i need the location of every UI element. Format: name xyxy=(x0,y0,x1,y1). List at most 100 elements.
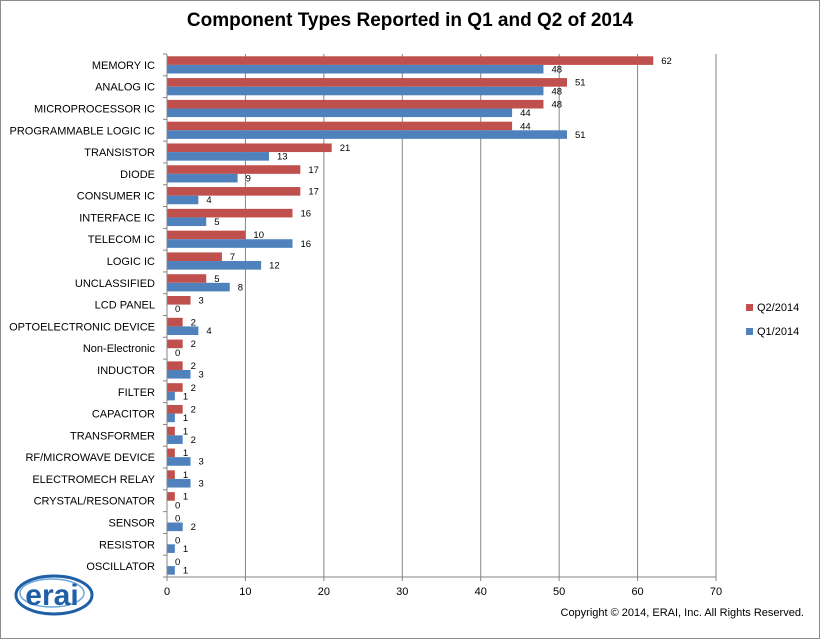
data-label: 51 xyxy=(575,78,586,89)
category-label: INDUCTOR xyxy=(97,365,155,377)
bar-q1 xyxy=(167,457,191,466)
data-label: 2 xyxy=(191,435,196,446)
data-label: 3 xyxy=(199,457,204,468)
bar-q1 xyxy=(167,435,183,444)
bar-q2 xyxy=(167,274,207,283)
category-label: CAPACITOR xyxy=(92,409,155,421)
data-label: 51 xyxy=(575,130,586,141)
data-label: 48 xyxy=(551,64,562,75)
data-label: 48 xyxy=(551,99,562,110)
data-label: 0 xyxy=(175,535,180,546)
data-label: 48 xyxy=(551,86,562,97)
category-label: OPTOELECTRONIC DEVICE xyxy=(9,321,155,333)
data-label: 2 xyxy=(191,339,196,350)
bar-q2 xyxy=(167,339,183,349)
x-tick-label: 60 xyxy=(631,586,643,598)
data-label: 8 xyxy=(238,282,243,293)
x-tick-label: 40 xyxy=(475,586,487,598)
bar-q1 xyxy=(167,522,183,532)
axes: 0 10 20 30 40 50 60 70 xyxy=(163,53,722,598)
data-label: 2 xyxy=(191,361,196,372)
bar-q1 xyxy=(167,326,199,335)
category-label: TRANSFORMER xyxy=(70,430,155,442)
data-label: 2 xyxy=(191,522,196,533)
data-label: 17 xyxy=(308,165,319,176)
bar-q2 xyxy=(167,426,175,436)
bar-q1 xyxy=(167,369,191,379)
bars xyxy=(167,56,654,575)
bar-q1 xyxy=(167,108,513,118)
bar-q2 xyxy=(167,252,222,262)
copyright-text: Copyright © 2014, ERAI, Inc. All Rights … xyxy=(560,607,805,619)
x-tick-label: 70 xyxy=(710,586,722,598)
category-label: Non-Electronic xyxy=(83,343,156,355)
bar-q1 xyxy=(167,152,269,161)
data-label: 3 xyxy=(199,370,204,381)
data-label: 9 xyxy=(246,173,251,184)
category-label: ELECTROMECH RELAY xyxy=(32,474,155,486)
x-tick-label: 30 xyxy=(396,586,408,598)
data-label: 1 xyxy=(183,566,188,577)
data-label: 2 xyxy=(191,405,196,416)
category-label: PROGRAMMABLE LOGIC IC xyxy=(10,125,156,137)
legend-swatch xyxy=(746,304,753,311)
data-label: 10 xyxy=(253,230,264,241)
bar-q2 xyxy=(167,296,191,305)
category-label: MEMORY IC xyxy=(92,60,155,72)
bar-q1 xyxy=(167,239,293,248)
x-tick-label: 20 xyxy=(318,586,330,598)
x-tick-label: 10 xyxy=(239,586,251,598)
bar-q2 xyxy=(167,121,513,131)
bar-q1 xyxy=(167,195,199,205)
category-label: OSCILLATOR xyxy=(86,561,155,573)
bar-q1 xyxy=(167,261,262,270)
x-tick-label: 50 xyxy=(553,586,565,598)
legend-label: Q2/2014 xyxy=(757,302,799,314)
data-label: 44 xyxy=(520,108,531,119)
chart-title: Component Types Reported in Q1 and Q2 of… xyxy=(186,10,634,31)
data-label: 1 xyxy=(183,426,188,437)
category-labels: MEMORY IC ANALOG IC MICROPROCESSOR IC PROGR… xyxy=(9,60,156,573)
category-label: ANALOG IC xyxy=(95,82,155,94)
legend-label: Q1/2014 xyxy=(757,326,799,338)
bar-q2 xyxy=(167,78,567,87)
data-label: 44 xyxy=(520,121,531,132)
data-label: 1 xyxy=(183,470,188,481)
data-label: 0 xyxy=(175,348,180,359)
grid-lines xyxy=(244,54,717,577)
category-label: CRYSTAL/RESONATOR xyxy=(34,496,155,508)
bar-q2 xyxy=(167,383,183,392)
bar-q2 xyxy=(167,187,301,196)
data-label: 0 xyxy=(175,500,180,511)
data-label: 5 xyxy=(214,217,219,228)
bar-q1 xyxy=(167,86,544,96)
erai-logo: erai xyxy=(12,571,96,622)
category-label: RF/MICROWAVE DEVICE xyxy=(25,452,155,464)
bar-q1 xyxy=(167,544,175,553)
data-label: 1 xyxy=(183,413,188,424)
data-label: 3 xyxy=(199,296,204,307)
x-tick-label: 0 xyxy=(164,586,170,598)
bar-q2 xyxy=(167,56,654,65)
data-label: 1 xyxy=(183,544,188,555)
bar-q1 xyxy=(167,173,238,183)
bar-q2 xyxy=(167,99,544,109)
data-label: 21 xyxy=(340,143,351,154)
category-label: TELECOM IC xyxy=(88,234,155,246)
category-label: UNCLASSIFIED xyxy=(75,278,155,290)
data-label: 1 xyxy=(183,492,188,503)
data-label: 1 xyxy=(183,391,188,402)
bar-q2 xyxy=(167,143,332,153)
category-label: LCD PANEL xyxy=(95,300,155,312)
data-label: 2 xyxy=(191,383,196,394)
category-label: SENSOR xyxy=(109,518,156,530)
data-label: 3 xyxy=(199,479,204,490)
data-label: 62 xyxy=(661,56,672,67)
logo-graphic: erai xyxy=(14,574,94,616)
bar-q2 xyxy=(167,492,175,501)
bar-q1 xyxy=(167,566,175,575)
data-label: 1 xyxy=(183,448,188,459)
data-label: 5 xyxy=(214,274,219,285)
bar-q2 xyxy=(167,230,246,240)
category-label: CONSUMER IC xyxy=(77,191,155,203)
